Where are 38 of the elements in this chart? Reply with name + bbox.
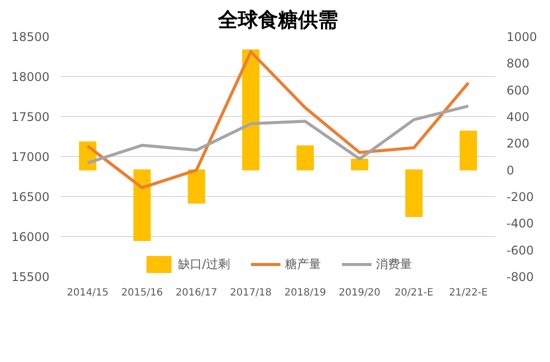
x-tick-label: 2018/19 — [284, 288, 326, 298]
x-tick-label: 20/21-E — [394, 288, 434, 298]
y-tick-label: 16500 — [11, 190, 50, 204]
y-tick-label: 16000 — [11, 230, 50, 244]
y2-tick-label: -200 — [506, 190, 534, 204]
y2-tick-label: -400 — [506, 216, 534, 231]
chart-title: 全球食糖供需 — [217, 8, 338, 32]
line-series — [86, 50, 470, 190]
y-tick-label: 15500 — [11, 270, 50, 284]
x-tick-label: 2017/18 — [230, 288, 272, 298]
y2-tick-label: 1000 — [506, 30, 538, 44]
bar — [242, 49, 260, 170]
y-tick-label: 17000 — [11, 150, 50, 164]
y-tick-label: 17500 — [11, 110, 50, 124]
x-tick-label: 2019/20 — [338, 288, 380, 298]
y2-tick-label: -600 — [506, 243, 534, 258]
x-tick-label: 2015/16 — [121, 288, 163, 298]
line-series — [86, 104, 470, 164]
bar — [188, 169, 206, 204]
y-tick-label: 18000 — [11, 70, 50, 84]
x-tick-label: 2014/15 — [66, 288, 108, 298]
bar — [460, 130, 477, 170]
x-tick-label: 2016/17 — [176, 288, 218, 298]
y2-tick-label: 800 — [506, 56, 530, 71]
y2-tick-label: -800 — [506, 270, 534, 284]
y2-tick-label: 200 — [506, 136, 530, 151]
y2-tick-label: 400 — [506, 110, 530, 124]
bar — [350, 158, 368, 170]
bar — [133, 169, 151, 241]
y-tick-label: 18500 — [11, 30, 50, 44]
bar — [296, 145, 314, 170]
legend-label: 糖产量 — [285, 256, 322, 272]
y2-tick-label: 600 — [506, 83, 530, 98]
bar — [405, 169, 423, 217]
y2-tick-label: 0 — [506, 163, 514, 178]
legend-label: 缺口/过剩 — [178, 256, 230, 272]
x-tick-label: 21/22-E — [448, 288, 488, 298]
legend-label: 消费量 — [376, 256, 412, 272]
